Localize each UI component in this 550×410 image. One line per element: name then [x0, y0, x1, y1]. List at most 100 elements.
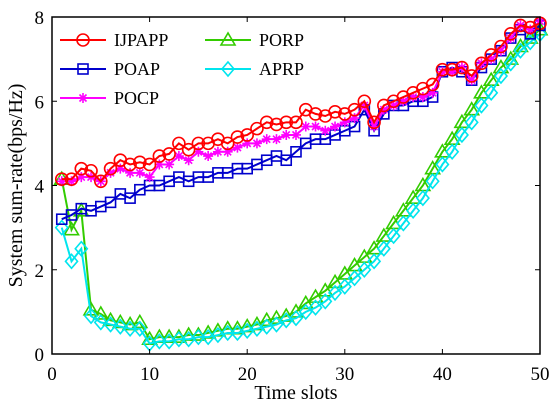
data-point	[269, 316, 284, 333]
data-point	[92, 305, 110, 320]
data-point	[369, 121, 380, 132]
data-point	[56, 176, 67, 187]
data-point	[66, 176, 77, 187]
data-point	[251, 138, 262, 149]
data-point	[64, 172, 79, 186]
legend-marker	[220, 60, 236, 78]
data-point	[308, 107, 323, 121]
data-point	[288, 309, 304, 327]
data-point	[183, 155, 194, 166]
data-point	[115, 163, 126, 174]
legend-entry-pocp: POCP	[60, 88, 159, 108]
legend-marker	[77, 63, 89, 75]
data-point	[152, 333, 167, 350]
data-point	[103, 161, 118, 176]
data-point	[310, 121, 321, 132]
data-point	[367, 253, 382, 270]
data-point	[152, 149, 167, 163]
data-point	[415, 189, 430, 207]
data-point	[349, 113, 360, 124]
data-point	[123, 320, 138, 337]
data-point	[435, 156, 450, 173]
data-point	[525, 24, 536, 35]
data-point	[191, 136, 206, 151]
data-point	[492, 58, 510, 74]
data-point	[464, 114, 479, 131]
legend-entry-ijpapp: IJPAPP	[60, 30, 168, 50]
legend-entry-poap: POAP	[60, 59, 160, 79]
data-point	[435, 62, 450, 77]
data-point	[280, 154, 293, 167]
data-point	[357, 261, 372, 278]
data-point	[54, 219, 69, 236]
legend-label: PORP	[259, 30, 304, 50]
data-point	[63, 221, 80, 236]
data-point	[291, 129, 301, 140]
series-line	[61, 24, 541, 221]
data-point	[464, 69, 479, 83]
data-point	[388, 100, 399, 111]
data-point	[298, 303, 313, 321]
legend-label: APRP	[259, 59, 304, 79]
data-point	[320, 125, 331, 136]
axis-ticks: 0 10 20 30 40 50 0 2 4 6 8	[35, 8, 550, 385]
data-point	[466, 75, 477, 86]
data-point	[289, 115, 303, 130]
data-point	[513, 18, 528, 33]
data-point	[316, 282, 334, 297]
data-point	[378, 104, 389, 115]
data-point	[230, 130, 245, 144]
legend-entry-aprp: APRP	[205, 59, 304, 79]
data-point	[339, 117, 350, 128]
legend-marker	[76, 33, 90, 47]
data-point	[269, 117, 284, 132]
y-axis-label: System sum-rate(bps/Hz)	[5, 84, 27, 288]
data-point	[287, 303, 305, 318]
legend-marker	[219, 31, 237, 46]
data-point	[132, 320, 147, 337]
data-point	[261, 134, 272, 145]
data-point	[240, 128, 254, 142]
data-point	[203, 151, 214, 162]
y-tick-label: 2	[35, 261, 45, 282]
data-point	[503, 27, 518, 41]
x-tick-label: 0	[47, 364, 57, 385]
data-point	[268, 309, 285, 324]
data-point	[55, 213, 68, 225]
data-point	[74, 240, 89, 257]
data-point	[505, 33, 516, 44]
data-point	[281, 129, 292, 140]
x-tick-label: 30	[335, 364, 354, 385]
data-point	[347, 102, 362, 117]
data-point	[172, 136, 186, 151]
data-point	[484, 84, 499, 102]
data-point	[398, 96, 409, 107]
data-point	[134, 167, 145, 178]
series-line	[60, 33, 541, 345]
data-point	[425, 77, 440, 92]
data-point	[437, 66, 448, 77]
data-point	[173, 151, 184, 162]
x-tick-label: 50	[531, 364, 550, 385]
data-point	[164, 159, 175, 170]
data-point	[328, 104, 342, 119]
series-aprp	[54, 25, 548, 352]
legend-label: IJPAPP	[114, 30, 168, 50]
data-point	[347, 269, 362, 287]
data-point	[359, 100, 370, 111]
data-point	[406, 202, 421, 220]
data-point	[290, 146, 302, 158]
data-point	[74, 161, 89, 176]
data-point	[104, 196, 117, 209]
data-point	[367, 115, 381, 130]
x-axis-label: Time slots	[254, 382, 337, 404]
data-point	[65, 209, 78, 221]
data-point	[445, 62, 459, 77]
data-point	[357, 94, 372, 109]
data-point	[408, 92, 419, 103]
data-point	[318, 293, 333, 310]
data-point	[484, 48, 499, 62]
data-point	[250, 121, 264, 136]
legend: IJPAPP POAP POCP PORP APRP	[60, 30, 304, 108]
